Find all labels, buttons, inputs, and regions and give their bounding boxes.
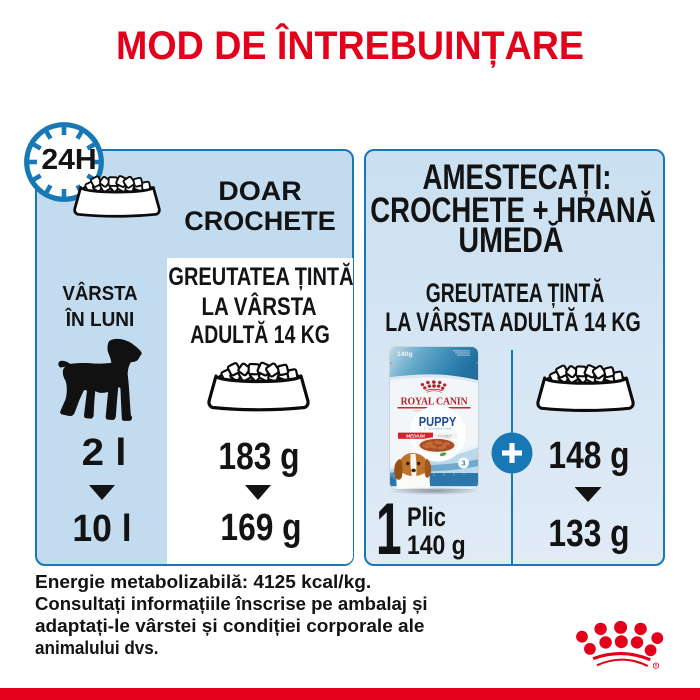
svg-text:ADULT WEIGHT: ADULT WEIGHT (438, 434, 454, 437)
svg-text:PUPPY: PUPPY (419, 414, 457, 429)
svg-text:3: 3 (461, 458, 465, 467)
svg-text:2 - 12 months / mois: 2 - 12 months / mois (424, 426, 452, 430)
svg-text:ROYAL CANIN: ROYAL CANIN (401, 396, 469, 407)
svg-text:R: R (655, 663, 658, 668)
svg-text:MEDIUM: MEDIUM (406, 433, 425, 438)
svg-text:140g: 140g (397, 351, 413, 358)
